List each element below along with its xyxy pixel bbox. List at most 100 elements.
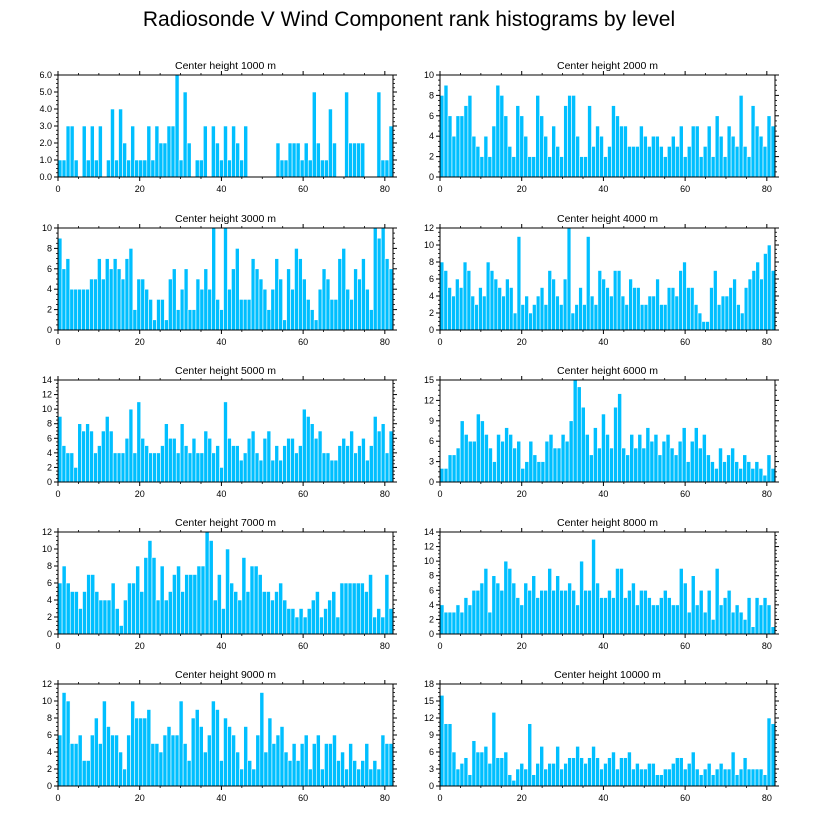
bar — [215, 709, 220, 787]
bar — [531, 575, 537, 635]
bar — [263, 751, 269, 787]
bar — [479, 156, 485, 178]
bar — [584, 434, 590, 483]
bar — [299, 159, 305, 178]
y-tick-label: 4 — [47, 284, 52, 294]
bar — [77, 423, 82, 483]
bar — [563, 763, 568, 787]
bar — [89, 734, 95, 787]
bar — [345, 445, 350, 483]
bar — [286, 268, 291, 331]
bar — [93, 452, 98, 483]
bar — [705, 321, 710, 331]
bar — [762, 474, 768, 483]
bar — [647, 597, 652, 635]
bar — [102, 700, 107, 787]
bar — [507, 568, 513, 635]
bar — [690, 575, 696, 635]
bar — [104, 416, 110, 483]
x-tick-label: 60 — [298, 793, 308, 803]
bar — [476, 413, 481, 483]
bar — [305, 299, 311, 331]
bar — [211, 700, 216, 787]
bar — [603, 597, 608, 635]
bar — [591, 146, 596, 178]
bar — [649, 440, 655, 483]
bar — [762, 774, 768, 787]
bar — [194, 159, 200, 178]
bar — [595, 125, 600, 178]
y-tick-label: 3.0 — [39, 121, 52, 131]
bar — [90, 574, 96, 635]
bar — [243, 726, 249, 787]
y-tick-label: 2 — [47, 764, 52, 774]
bar — [215, 142, 220, 178]
bar — [186, 760, 192, 787]
bar — [266, 430, 272, 483]
bar — [223, 717, 228, 787]
bar — [736, 304, 741, 331]
bar — [108, 268, 114, 331]
bar — [519, 604, 525, 635]
bar — [713, 270, 718, 331]
bar — [564, 440, 570, 483]
bar — [636, 287, 641, 331]
y-tick-label: 0 — [429, 477, 434, 487]
bar — [162, 734, 168, 787]
bar — [693, 427, 699, 483]
y-tick-label: 6 — [429, 274, 434, 284]
bar — [120, 278, 126, 331]
bar — [746, 156, 752, 178]
bar — [632, 287, 637, 331]
bar — [376, 768, 382, 787]
bar — [231, 445, 236, 483]
bar — [559, 304, 564, 331]
bar — [575, 604, 580, 635]
bar — [142, 717, 148, 787]
bar — [665, 434, 671, 483]
bar — [475, 751, 481, 787]
bar — [635, 604, 640, 635]
bar — [238, 299, 244, 331]
bar — [575, 746, 580, 787]
bar — [718, 763, 724, 787]
y-tick-label: 10 — [42, 696, 52, 706]
bar — [235, 445, 240, 483]
bar — [102, 599, 108, 635]
bar — [690, 125, 696, 178]
bar — [123, 599, 128, 635]
bar — [329, 299, 335, 331]
bar — [754, 461, 760, 483]
x-tick-label: 40 — [216, 489, 226, 499]
panel-title: Center height 7000 m — [175, 517, 276, 529]
bar — [689, 440, 695, 483]
x-tick-label: 40 — [216, 337, 226, 347]
bar — [627, 146, 632, 178]
bar — [242, 299, 248, 331]
bar — [254, 452, 260, 483]
bar — [69, 452, 75, 483]
bar — [631, 768, 636, 787]
bar — [655, 278, 660, 331]
bar — [471, 440, 477, 483]
x-tick-label: 0 — [437, 337, 442, 347]
panel-title: Center height 8000 m — [557, 517, 658, 529]
bar — [750, 768, 756, 787]
bar — [188, 574, 194, 635]
bar — [110, 582, 116, 635]
bar — [439, 95, 445, 178]
bar — [716, 304, 722, 331]
bar — [495, 757, 501, 787]
bar — [539, 589, 544, 635]
bar — [303, 734, 309, 787]
bar — [199, 452, 205, 483]
bar — [678, 757, 684, 787]
bar — [535, 95, 541, 178]
y-tick-label: 5.0 — [39, 87, 52, 97]
bar — [613, 406, 618, 483]
bar — [455, 604, 461, 635]
bar — [160, 299, 165, 331]
bar — [168, 591, 173, 635]
bar — [693, 304, 699, 331]
bar — [536, 461, 542, 483]
